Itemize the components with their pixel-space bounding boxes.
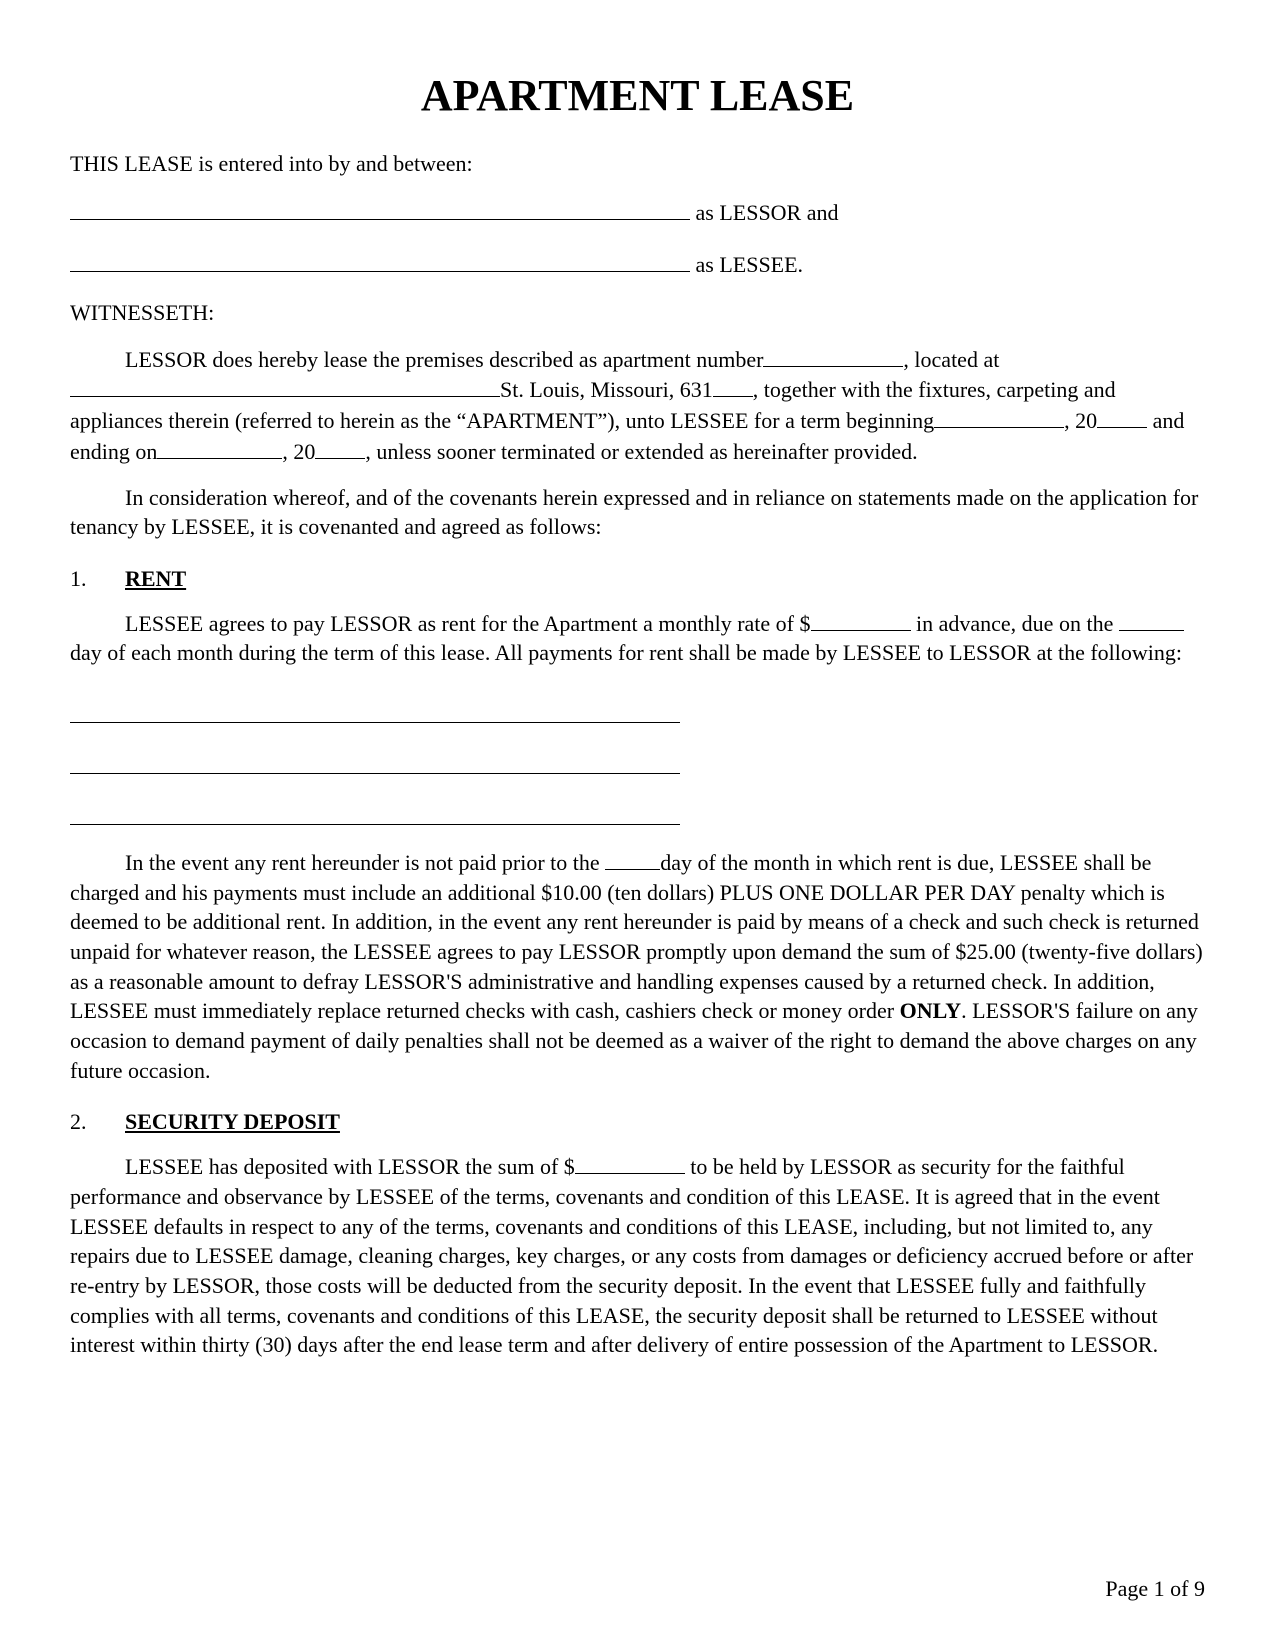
document-body: THIS LEASE is entered into by and betwee… [70,149,1205,1360]
end-month-blank[interactable] [157,436,282,459]
premises-text-h: , unless sooner terminated or extended a… [365,439,917,464]
premises-text-e: , 20 [1064,408,1097,433]
premises-text-g: , 20 [282,439,315,464]
deposit-paragraph: LESSEE has deposited with LESSOR the sum… [70,1151,1205,1360]
page-footer: Page 1 of 9 [1105,1576,1205,1602]
lessee-blank[interactable] [70,249,690,272]
section-2-num: 2. [70,1107,125,1137]
rent-paragraph-2: In the event any rent hereunder is not p… [70,847,1205,1086]
premises-paragraph: LESSOR does hereby lease the premises de… [70,344,1205,467]
consideration-paragraph: In consideration whereof, and of the cov… [70,483,1205,542]
lessor-blank[interactable] [70,197,690,220]
witnesseth-label: WITNESSETH: [70,298,1205,328]
begin-year-blank[interactable] [1097,405,1147,428]
lessee-suffix: as LESSEE. [690,252,803,277]
late-day-blank[interactable] [605,847,660,870]
payment-address-line-3[interactable] [70,794,680,825]
payment-address-line-2[interactable] [70,743,680,774]
rent-text-b: in advance, due on the [911,611,1119,636]
rent2-text-a: In the event any rent hereunder is not p… [125,850,605,875]
rent-due-day-blank[interactable] [1119,608,1184,631]
section-1-num: 1. [70,564,125,594]
apt-number-blank[interactable] [763,344,903,367]
deposit-amount-blank[interactable] [575,1151,685,1174]
lessee-line: as LESSEE. [70,249,1205,280]
address-blank[interactable] [70,374,500,397]
lessor-suffix: as LESSOR and [690,200,839,225]
premises-text-a: LESSOR does hereby lease the premises de… [125,347,763,372]
section-2-header: 2.SECURITY DEPOSIT [70,1107,1205,1137]
document-title: APARTMENT LEASE [70,70,1205,121]
intro-line: THIS LEASE is entered into by and betwee… [70,149,1205,179]
section-1-heading: RENT [125,566,186,591]
rent2-only: ONLY [900,998,962,1023]
rent-paragraph-1: LESSEE agrees to pay LESSOR as rent for … [70,608,1205,668]
rent-text-a: LESSEE agrees to pay LESSOR as rent for … [125,611,811,636]
rent-text-c: day of each month during the term of thi… [70,640,1182,665]
section-1-header: 1.RENT [70,564,1205,594]
end-year-blank[interactable] [315,436,365,459]
deposit-text-b: to be held by LESSOR as security for the… [70,1154,1193,1357]
begin-month-blank[interactable] [934,405,1064,428]
zip-blank[interactable] [713,374,753,397]
section-2-heading: SECURITY DEPOSIT [125,1109,340,1134]
premises-text-c: St. Louis, Missouri, 631 [500,377,713,402]
deposit-text-a: LESSEE has deposited with LESSOR the sum… [125,1154,575,1179]
payment-address-line-1[interactable] [70,692,680,723]
lessor-line: as LESSOR and [70,197,1205,228]
rent-amount-blank[interactable] [811,608,911,631]
lease-page: APARTMENT LEASE THIS LEASE is entered in… [0,0,1275,1650]
premises-text-b: , located at [903,347,999,372]
payment-address-lines [70,692,1205,825]
